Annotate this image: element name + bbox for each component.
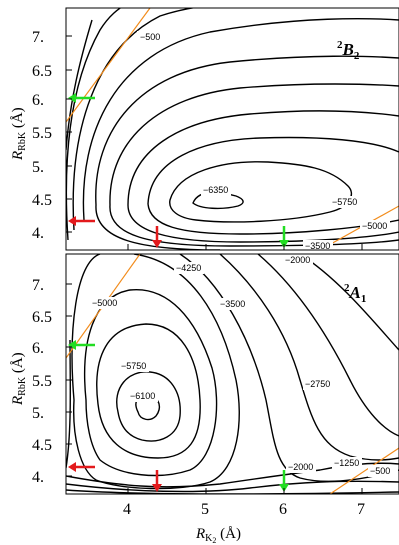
top-contour-label-4: −5000 (362, 221, 387, 231)
bottom-ytick-5.5: 5.5 (32, 373, 52, 390)
bottom-contour-label-4: −5000 (92, 298, 117, 308)
bottom-contour-label-6: −6100 (130, 391, 155, 401)
top-contour-6 (95, 55, 399, 206)
bottom-arrow-green-left (68, 340, 95, 350)
bottom-contour-9 (299, 254, 399, 351)
bottom-panel: −4250 −3500 −2000 −5000 −5750 −6100 −275… (10, 253, 399, 545)
bottom-contour-11 (66, 480, 399, 493)
bottom-orange-line-right (329, 447, 399, 494)
xtick-6: 6 (279, 501, 287, 518)
top-ytick-5: 5. (32, 159, 44, 176)
top-contour-5 (109, 83, 399, 206)
bottom-contour-8 (257, 254, 399, 437)
top-contour-10 (66, 19, 93, 151)
top-state-label: 2B2 (337, 39, 360, 62)
top-frame (65, 7, 399, 251)
top-label-bg (137, 31, 161, 43)
top-arrow-red-down (152, 226, 162, 248)
bottom-frame (65, 253, 399, 495)
xtick-7: 7 (357, 501, 365, 518)
bottom-arrow-red-down (152, 470, 162, 492)
bottom-contour-3 (96, 323, 201, 459)
top-panel: −500 −6350 −5750 −5000 −3500 2B2 (10, 7, 399, 252)
top-contour-label-3: −5750 (332, 197, 357, 207)
bottom-ylabel: RRbK (Å) (10, 352, 28, 406)
bottom-contour-7 (219, 254, 399, 461)
bottom-ytick-7: 7. (32, 277, 44, 294)
xlabel: RK2 (Å) (195, 526, 241, 545)
top-ytick-4: 4. (32, 225, 44, 242)
top-contour-label-1: −500 (140, 32, 160, 42)
bottom-state-label: 2A1 (344, 282, 366, 305)
top-contour-lines (66, 8, 399, 250)
bottom-ytick-4.5: 4.5 (32, 437, 52, 454)
bottom-contour-6 (179, 254, 399, 482)
top-ylabel: RRbK (Å) (10, 107, 28, 161)
bottom-contour-label-8: −2000 (288, 462, 313, 472)
bottom-ytick-6: 6. (32, 340, 44, 357)
xtick-5: 5 (201, 501, 209, 518)
bottom-contour-label-3: −2000 (285, 255, 310, 265)
top-ytick-6: 6. (32, 92, 44, 109)
bottom-ytick-5: 5. (32, 405, 44, 422)
top-contour-2 (169, 161, 353, 223)
top-contour-7 (82, 17, 399, 221)
bottom-ytick-4: 4. (32, 469, 44, 486)
top-ticks (66, 35, 363, 250)
bottom-contour-2 (116, 371, 181, 442)
bottom-ytick-6.5: 6.5 (32, 309, 52, 326)
bottom-contour-label-10: −500 (370, 466, 390, 476)
bottom-contour-12 (66, 489, 399, 494)
bottom-contour-4 (83, 289, 218, 477)
bottom-contour-label-9: −1250 (334, 458, 359, 468)
bottom-ticks (66, 283, 363, 494)
bottom-contour-label-1: −4250 (176, 263, 201, 273)
top-arrow-green-left (68, 93, 95, 103)
top-contour-label-5: −3500 (305, 241, 330, 251)
bottom-contour-label-2: −3500 (220, 299, 245, 309)
top-orange-line-right (319, 205, 399, 250)
top-ytick-5.5: 5.5 (32, 125, 52, 142)
top-orange-line-left (66, 8, 151, 123)
bottom-contour-5 (71, 254, 101, 401)
top-contour-3 (147, 136, 399, 205)
top-ytick-4.5: 4.5 (32, 192, 52, 209)
top-contour-8 (72, 8, 197, 231)
top-contour-4 (127, 110, 399, 206)
bottom-contour-label-5: −5750 (121, 361, 146, 371)
top-arrow-red-left (68, 216, 95, 226)
bottom-contour-label-7: −2750 (305, 379, 330, 389)
bottom-arrow-red-left (68, 462, 95, 472)
top-ytick-6.5: 6.5 (32, 63, 52, 80)
xtick-4: 4 (123, 501, 131, 518)
bottom-contour-13 (66, 339, 72, 469)
top-contour-label-2: −6350 (203, 185, 228, 195)
top-ytick-7: 7. (32, 29, 44, 46)
